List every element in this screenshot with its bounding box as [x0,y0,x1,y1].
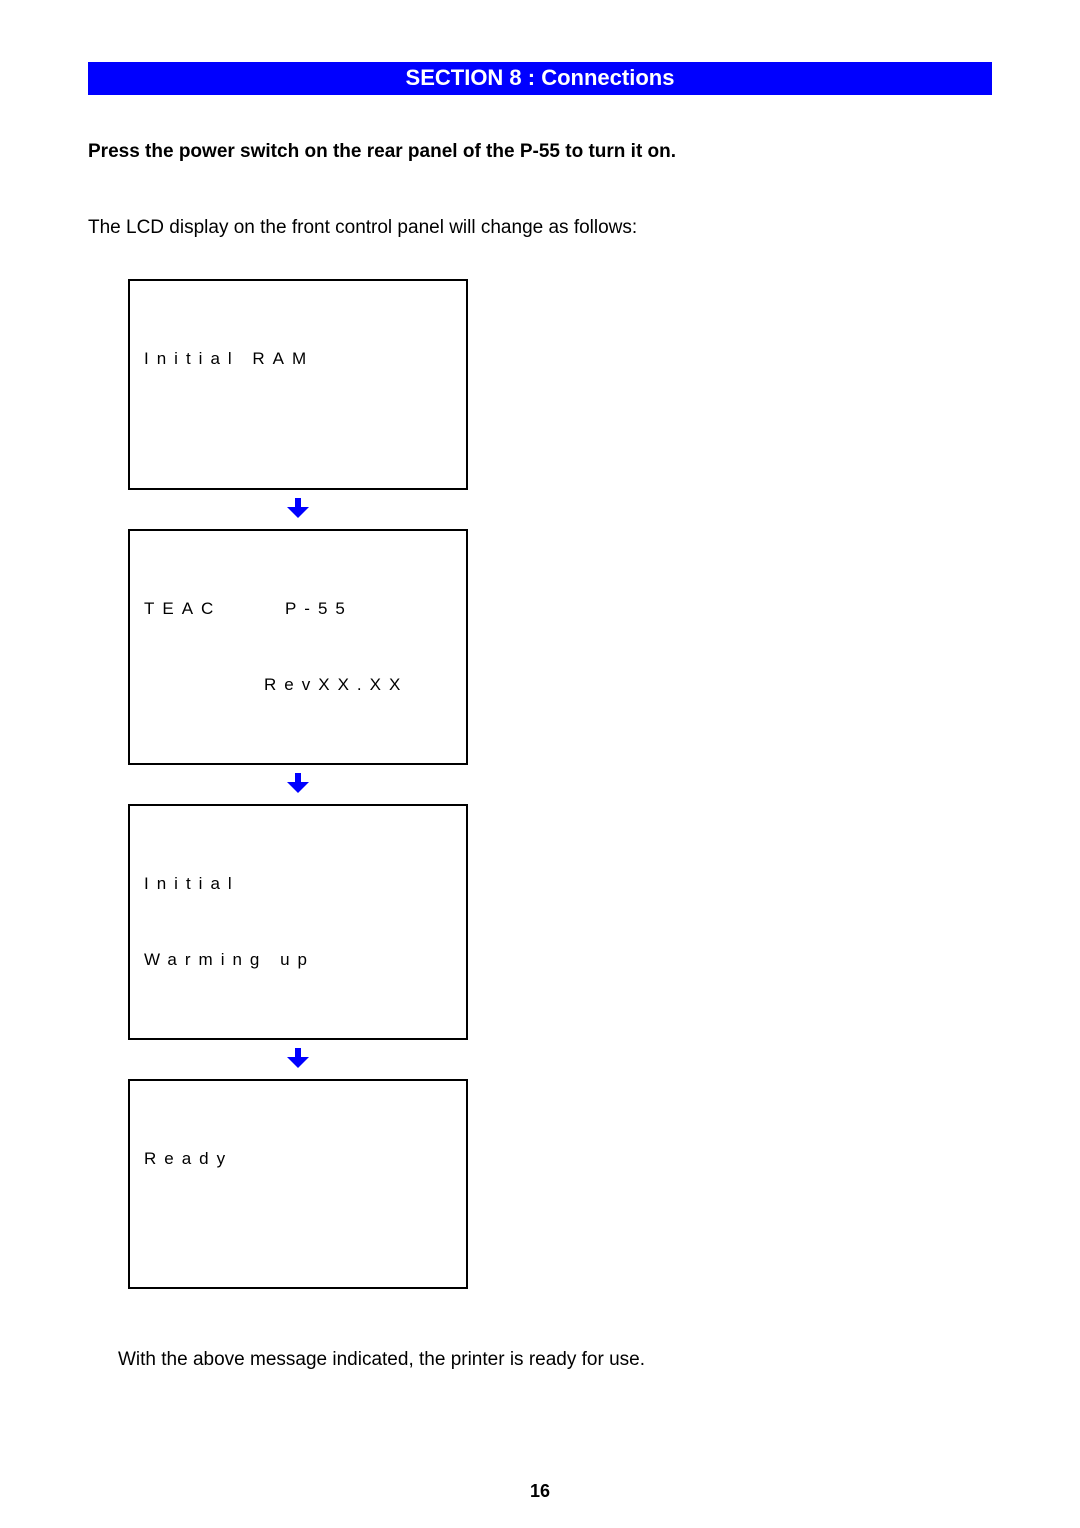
ready-note: With the above message indicated, the pr… [118,1349,992,1371]
down-arrow-icon [128,765,468,804]
lcd-line: TEAC P-55 [144,596,452,622]
power-instruction: Press the power switch on the rear panel… [88,141,992,163]
lcd-intro-text: The LCD display on the front control pan… [88,217,992,239]
lcd-line: Initial [144,871,452,897]
section-header: SECTION 8 : Connections [88,62,992,95]
lcd-box-3: Initial Warming up [128,804,468,1040]
lcd-box-2: TEAC P-55 RevXX.XX [128,529,468,765]
lcd-line: Initial RAM [144,346,452,372]
down-arrow-icon [128,490,468,529]
lcd-box-1: Initial RAM [128,279,468,490]
document-page: SECTION 8 : Connections Press the power … [0,0,1080,1528]
lcd-box-4: Ready [128,1079,468,1290]
down-arrow-icon [128,1040,468,1079]
lcd-sequence: Initial RAM TEAC P-55 RevXX.XX Initial W… [128,279,468,1289]
lcd-line: Ready [144,1146,452,1172]
page-number: 16 [0,1481,1080,1502]
lcd-line: RevXX.XX [144,672,452,698]
lcd-line: Warming up [144,947,452,973]
